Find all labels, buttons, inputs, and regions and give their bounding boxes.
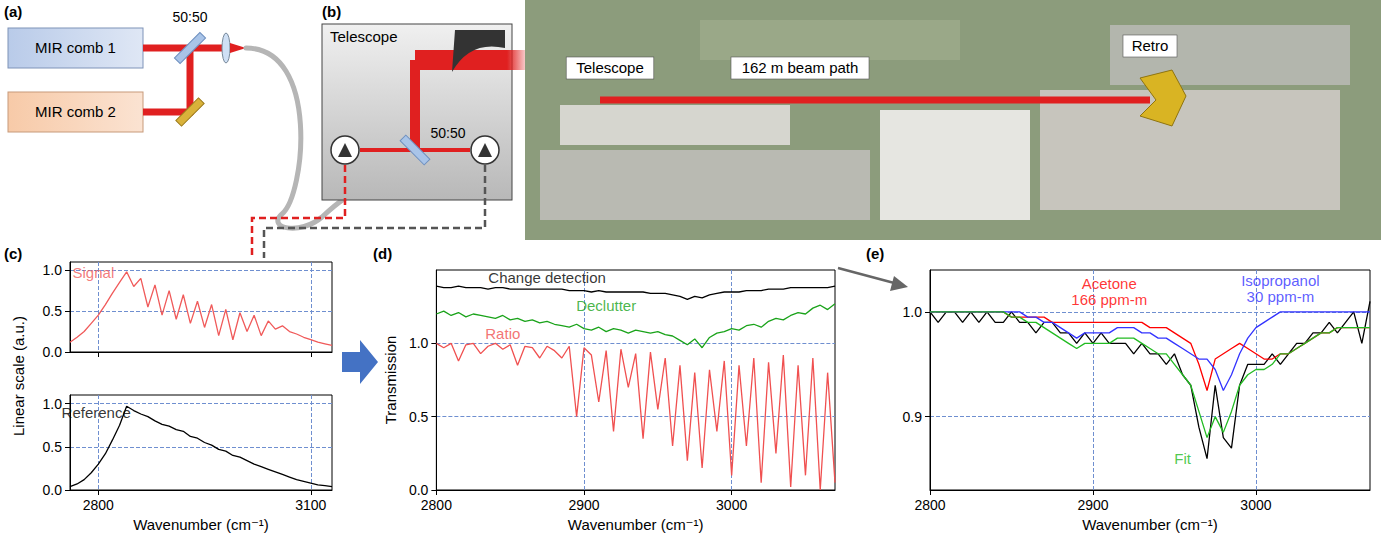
svg-text:1.0: 1.0 <box>409 335 429 351</box>
svg-text:Ratio: Ratio <box>485 325 520 342</box>
svg-text:Wavenumber (cm⁻¹): Wavenumber (cm⁻¹) <box>1082 516 1218 533</box>
svg-text:(e): (e) <box>866 245 884 262</box>
svg-text:(a): (a) <box>4 3 22 20</box>
svg-text:Linear scale (a.u.): Linear scale (a.u.) <box>10 316 27 436</box>
svg-text:3000: 3000 <box>716 497 747 513</box>
svg-text:Transmission: Transmission <box>382 336 399 425</box>
svg-text:Change detection: Change detection <box>488 269 606 286</box>
svg-text:1.0: 1.0 <box>43 262 63 278</box>
svg-text:Telescope: Telescope <box>330 28 398 45</box>
svg-text:Retro: Retro <box>1132 37 1169 54</box>
svg-text:3000: 3000 <box>1240 497 1271 513</box>
svg-text:Wavenumber (cm⁻¹): Wavenumber (cm⁻¹) <box>568 516 704 533</box>
svg-text:0.0: 0.0 <box>43 344 63 360</box>
svg-text:(b): (b) <box>322 3 341 20</box>
svg-text:Telescope: Telescope <box>576 59 644 76</box>
svg-text:Declutter: Declutter <box>576 297 636 314</box>
svg-text:0.5: 0.5 <box>409 409 429 425</box>
svg-text:3100: 3100 <box>295 497 326 513</box>
svg-text:Signal: Signal <box>73 264 115 281</box>
svg-text:(d): (d) <box>373 245 392 262</box>
svg-text:MIR comb 2: MIR comb 2 <box>35 103 116 120</box>
svg-text:162 m beam path: 162 m beam path <box>742 59 859 76</box>
svg-text:2800: 2800 <box>83 497 114 513</box>
svg-text:2800: 2800 <box>421 497 452 513</box>
svg-text:50:50: 50:50 <box>172 9 207 25</box>
svg-text:2900: 2900 <box>568 497 599 513</box>
svg-text:2800: 2800 <box>914 497 945 513</box>
svg-text:30 ppm-m: 30 ppm-m <box>1247 288 1315 305</box>
svg-text:Isopropanol: Isopropanol <box>1241 272 1319 289</box>
svg-text:0.5: 0.5 <box>43 439 63 455</box>
svg-text:0.0: 0.0 <box>409 482 429 498</box>
svg-text:2900: 2900 <box>1077 497 1108 513</box>
svg-text:0.9: 0.9 <box>903 409 923 425</box>
svg-text:(c): (c) <box>4 245 22 262</box>
svg-text:0.0: 0.0 <box>43 482 63 498</box>
svg-text:Fit: Fit <box>1174 450 1191 467</box>
svg-text:50:50: 50:50 <box>430 125 465 141</box>
svg-text:1.0: 1.0 <box>43 396 63 412</box>
svg-text:Wavenumber (cm⁻¹): Wavenumber (cm⁻¹) <box>133 516 269 533</box>
svg-text:1.0: 1.0 <box>903 304 923 320</box>
svg-text:MIR comb 1: MIR comb 1 <box>35 39 116 56</box>
svg-text:166 ppm-m: 166 ppm-m <box>1071 291 1147 308</box>
svg-text:0.5: 0.5 <box>43 303 63 319</box>
svg-text:Reference: Reference <box>62 404 131 421</box>
svg-text:Acetone: Acetone <box>1082 275 1137 292</box>
